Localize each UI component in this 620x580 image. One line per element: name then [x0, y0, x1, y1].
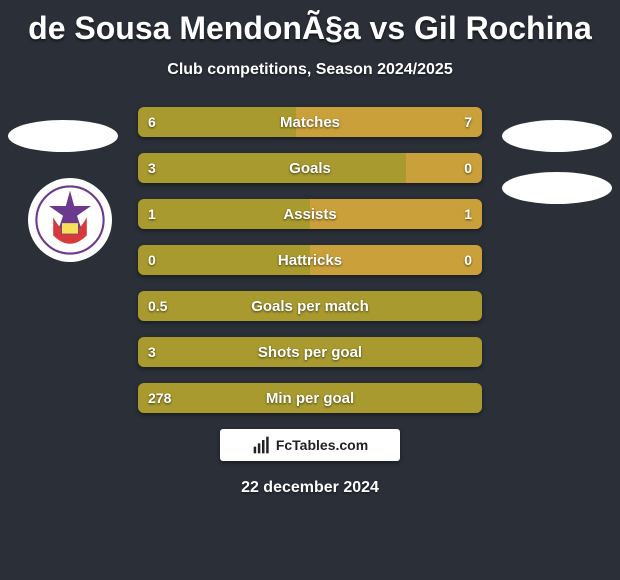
stat-label: Min per goal: [138, 383, 482, 413]
chart-icon: [252, 435, 272, 455]
branding-badge: FcTables.com: [220, 429, 400, 461]
stat-row: 30Goals: [138, 153, 482, 183]
stat-row: 0.5Goals per match: [138, 291, 482, 321]
player-right-avatar-placeholder-2: [502, 172, 612, 204]
stat-row: 278Min per goal: [138, 383, 482, 413]
branding-text: FcTables.com: [276, 437, 368, 453]
subtitle: Club competitions, Season 2024/2025: [0, 61, 620, 79]
club-badge-left: [28, 178, 112, 262]
stat-row: 3Shots per goal: [138, 337, 482, 367]
stat-label: Matches: [138, 107, 482, 137]
stat-row: 11Assists: [138, 199, 482, 229]
player-left-avatar-placeholder: [8, 120, 118, 152]
stat-label: Hattricks: [138, 245, 482, 275]
stat-label: Goals per match: [138, 291, 482, 321]
stat-label: Goals: [138, 153, 482, 183]
page-title: de Sousa MendonÃ§a vs Gil Rochina: [0, 0, 620, 47]
club-crest-icon: [35, 185, 105, 255]
stat-row: 67Matches: [138, 107, 482, 137]
stats-container: 67Matches 30Goals 11Assists 00Hattricks 0.5G…: [138, 107, 482, 413]
stat-label: Assists: [138, 199, 482, 229]
stat-label: Shots per goal: [138, 337, 482, 367]
date-label: 22 december 2024: [0, 479, 620, 497]
stat-row: 00Hattricks: [138, 245, 482, 275]
player-right-avatar-placeholder-1: [502, 120, 612, 152]
